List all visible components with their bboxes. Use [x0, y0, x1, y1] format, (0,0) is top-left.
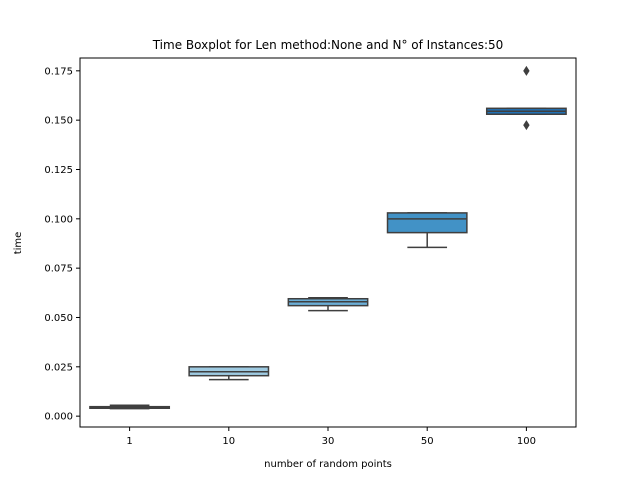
- box-group: [89, 404, 171, 410]
- y-tick-label: 0.050: [44, 313, 73, 324]
- y-tick-label: 0.100: [44, 214, 73, 225]
- box-iqr: [386, 212, 468, 234]
- box-group: [287, 297, 369, 312]
- box-group: [485, 65, 567, 131]
- x-tick-label: 100: [517, 436, 536, 447]
- y-tick-label: 0.025: [44, 362, 73, 373]
- outlier-point: [523, 120, 530, 131]
- x-tick-label: 10: [222, 436, 235, 447]
- y-tick-label: 0.000: [44, 412, 73, 423]
- y-tick-label: 0.150: [44, 116, 73, 127]
- y-tick-label: 0.125: [44, 165, 73, 176]
- y-axis-label: time: [13, 232, 24, 255]
- x-tick-label: 50: [421, 436, 434, 447]
- y-tick-label: 0.075: [44, 264, 73, 275]
- outlier-point: [523, 65, 530, 76]
- x-tick-label: 30: [322, 436, 335, 447]
- x-tick-label: 1: [126, 436, 132, 447]
- chart-title: Time Boxplot for Len method:None and N° …: [152, 38, 504, 52]
- y-tick-label: 0.175: [44, 66, 73, 77]
- box-group: [386, 212, 468, 249]
- x-axis-label: number of random points: [264, 459, 392, 470]
- box-group: [188, 366, 270, 381]
- plot-area: 0.000 0.025 0.050 0.075 0.100 0.125 0.150 0.175…: [44, 57, 577, 447]
